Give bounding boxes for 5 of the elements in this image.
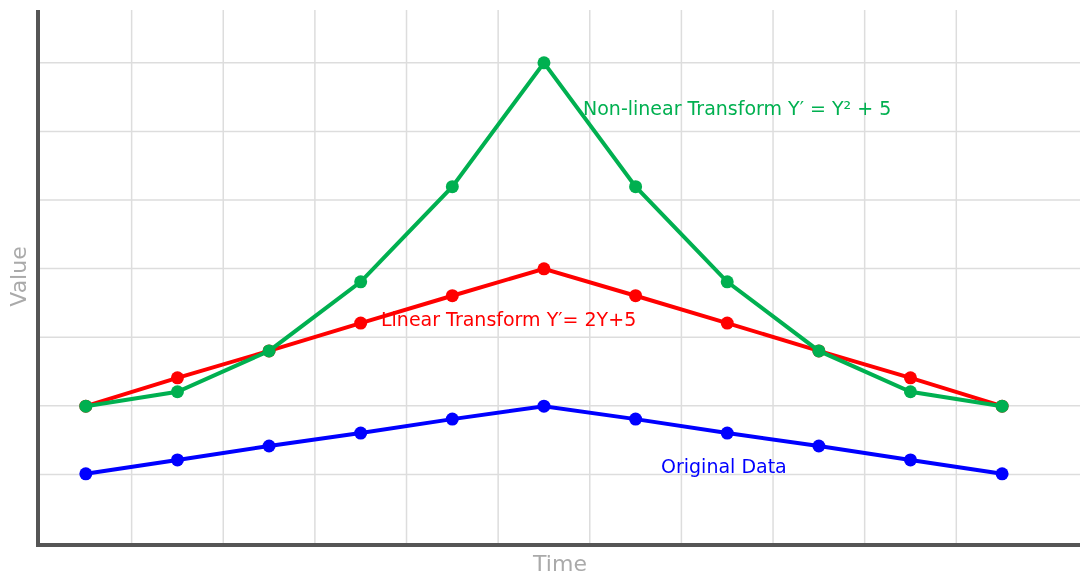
- series-label: Non-linear Transform Y′ = Y² + 5: [583, 97, 892, 119]
- x-axis-title: Time: [532, 550, 587, 576]
- series-label: Original Data: [661, 455, 787, 477]
- y-axis-title: Value: [6, 246, 32, 307]
- series-label: Linear Transform Y′= 2Y+5: [381, 308, 637, 330]
